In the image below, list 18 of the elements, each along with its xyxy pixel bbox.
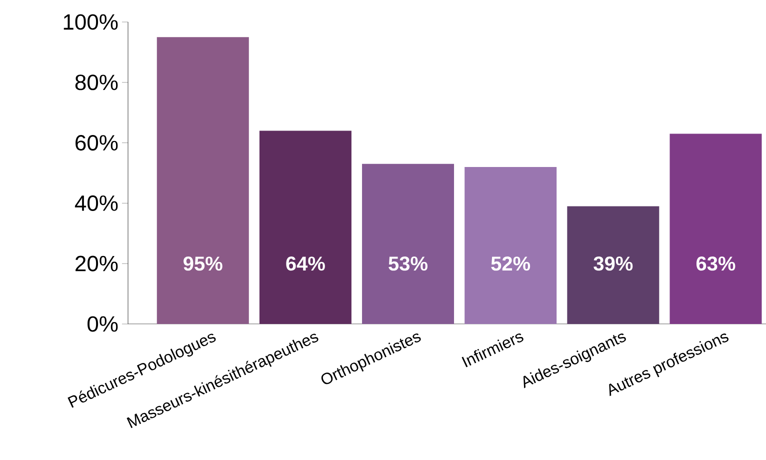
bar — [670, 134, 762, 324]
bar — [156, 37, 249, 324]
bar — [464, 166, 557, 324]
y-tick-label: 20% — [76, 256, 118, 272]
data-label: 63% — [696, 256, 736, 271]
data-label: 52% — [491, 256, 530, 271]
y-tick-label: 100% — [64, 14, 118, 30]
data-label: 39% — [594, 256, 633, 271]
bar — [567, 206, 660, 324]
y-tick-label: 0% — [88, 316, 118, 332]
y-tick-label: 80% — [75, 74, 118, 90]
y-tick-label: 60% — [76, 134, 118, 151]
y-tick-label: 40% — [74, 195, 118, 211]
data-label: 95% — [184, 256, 222, 271]
bar — [362, 164, 454, 324]
bar — [259, 130, 352, 324]
data-label: 64% — [286, 256, 325, 271]
data-label: 53% — [388, 256, 428, 271]
